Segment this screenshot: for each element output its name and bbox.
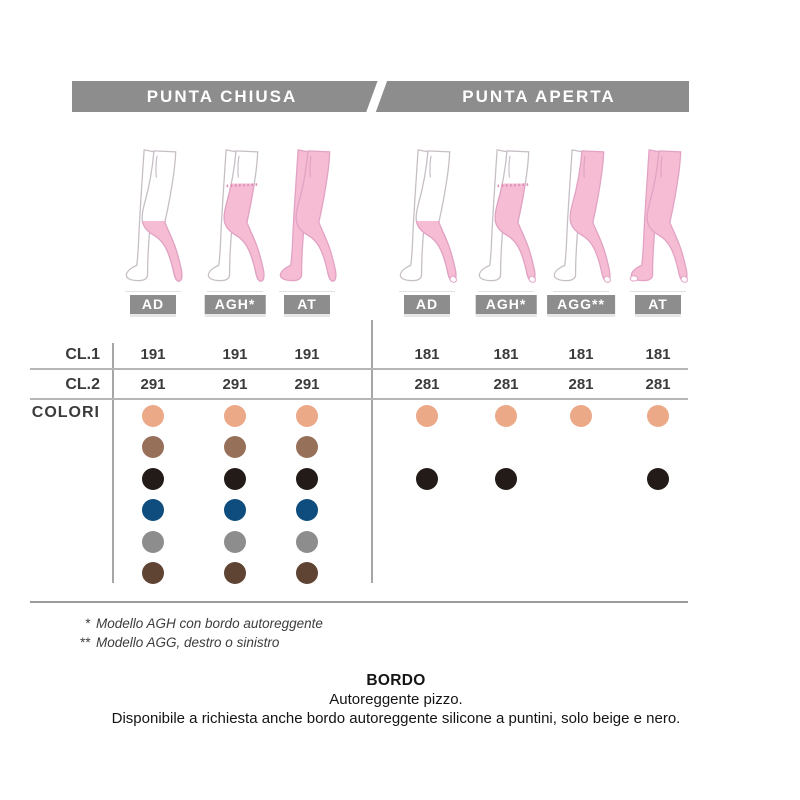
color-dot-dark-brown — [224, 562, 246, 584]
cl1-value: 181 — [645, 346, 671, 363]
color-dot-dark-brown — [296, 562, 318, 584]
leg-illustration-at — [279, 149, 337, 282]
model-label-punta-chiusa-ad: AD — [130, 295, 176, 314]
ground-line — [478, 291, 534, 292]
footnote-text: Modello AGH con bordo autoreggente — [96, 616, 323, 631]
color-dot-black — [647, 467, 669, 490]
divider-groups — [371, 320, 373, 583]
footnote-star: * — [84, 616, 90, 631]
color-dot-beige — [416, 404, 438, 427]
model-label-punta-aperta-at: AT — [635, 295, 681, 314]
leg-illustration-agh — [478, 149, 536, 283]
cl2-value: 291 — [140, 376, 166, 393]
color-dot-brown — [224, 436, 246, 458]
tab-punta-chiusa: PUNTA CHIUSA — [146, 86, 298, 106]
footnote-agg: ** Modello AGG, destro o sinistro — [72, 633, 323, 652]
cl1-value: 191 — [140, 346, 166, 363]
footnotes: * Modello AGH con bordo autoreggente ** Mo… — [72, 614, 323, 652]
color-dot-beige — [570, 404, 592, 427]
cl1-value: 181 — [568, 346, 594, 363]
color-dot-dark-brown — [142, 562, 164, 584]
leg-figure-punta-chiusa-at — [267, 144, 347, 292]
cl2-value: 281 — [645, 376, 671, 393]
leg-figure-punta-aperta-agg — [541, 144, 621, 292]
color-dot-beige — [142, 404, 164, 427]
leg-figure-punta-aperta-at — [618, 144, 698, 292]
cl2-value: 281 — [493, 376, 519, 393]
leg-figure-punta-aperta-agh — [466, 144, 546, 292]
divider-row-labels — [112, 343, 114, 583]
model-label-punta-aperta-agg: AGG** — [547, 295, 615, 314]
ground-line — [125, 291, 181, 292]
ground-line — [279, 291, 335, 292]
bordo-section: BORDO Autoreggente pizzo. Disponibile a … — [0, 671, 792, 728]
color-dot-black — [495, 467, 517, 490]
bordo-title: BORDO — [366, 672, 426, 689]
color-dot-brown — [296, 436, 318, 458]
model-label-punta-chiusa-at: AT — [284, 295, 330, 314]
leg-illustration-at — [629, 149, 688, 283]
model-label-punta-chiusa-agh: AGH* — [204, 295, 266, 314]
color-dot-black — [416, 467, 438, 490]
leg-illustration-ad — [125, 149, 183, 282]
color-dot-beige — [647, 404, 669, 427]
cl2-value: 291 — [294, 376, 320, 393]
color-dot-blue — [224, 499, 246, 521]
color-dot-brown — [142, 436, 164, 458]
ground-line — [630, 291, 686, 292]
row-label-colori: COLORI — [31, 404, 100, 421]
bordo-line2: Disponibile a richiesta anche bordo auto… — [111, 710, 681, 727]
leg-illustration-agh — [207, 149, 265, 282]
leg-illustration-ad — [399, 149, 457, 283]
cl1-value: 181 — [414, 346, 440, 363]
color-dot-black — [224, 467, 246, 490]
footnote-agh: * Modello AGH con bordo autoreggente — [72, 614, 323, 633]
ground-line — [553, 291, 609, 292]
tab-punta-aperta: PUNTA APERTA — [462, 86, 616, 106]
footnote-text: Modello AGG, destro o sinistro — [96, 635, 280, 650]
divider-table-bottom — [30, 601, 688, 603]
model-label-punta-aperta-ad: AD — [404, 295, 450, 314]
color-dot-blue — [296, 499, 318, 521]
divider-cl2-colori — [30, 398, 688, 400]
footnote-star: ** — [79, 635, 90, 650]
leg-figure-punta-chiusa-ad — [113, 144, 193, 292]
color-dot-beige — [296, 404, 318, 427]
color-dot-gray — [142, 530, 164, 553]
color-dot-beige — [224, 404, 246, 427]
color-dot-beige — [495, 404, 517, 427]
divider-cl1-cl2 — [30, 368, 688, 370]
cl1-value: 181 — [493, 346, 519, 363]
color-dot-black — [142, 467, 164, 490]
cl2-value: 291 — [222, 376, 248, 393]
cl1-value: 191 — [294, 346, 320, 363]
leg-illustration-agg — [553, 149, 611, 283]
cl2-value: 281 — [414, 376, 440, 393]
cl2-value: 281 — [568, 376, 594, 393]
color-dot-blue — [142, 499, 164, 521]
ground-line — [399, 291, 455, 292]
cl1-value: 191 — [222, 346, 248, 363]
color-dot-gray — [296, 530, 318, 553]
color-dot-gray — [224, 530, 246, 553]
ground-line — [207, 291, 263, 292]
row-label-cl1: CL.1 — [65, 346, 100, 363]
row-label-cl2: CL.2 — [65, 376, 100, 393]
leg-figure-punta-chiusa-agh — [195, 144, 275, 292]
leg-figure-punta-aperta-ad — [387, 144, 467, 292]
color-dot-black — [296, 467, 318, 490]
bordo-line1: Autoreggente pizzo. — [329, 691, 463, 708]
model-label-punta-aperta-agh: AGH* — [475, 295, 537, 314]
